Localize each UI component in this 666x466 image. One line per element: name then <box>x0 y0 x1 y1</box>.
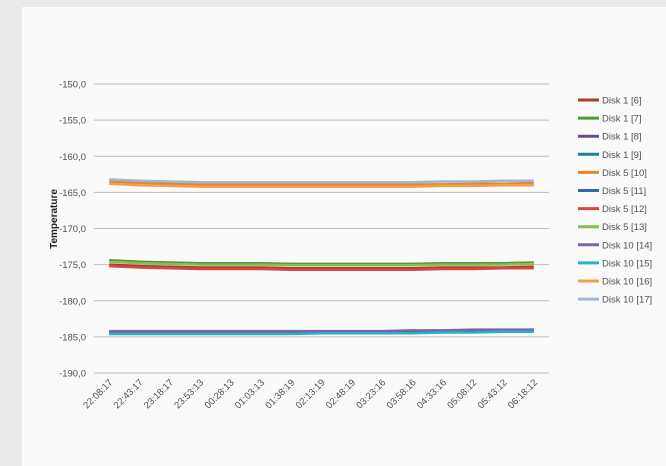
chart-panel: -150,0 -155,0 -160,0 -165,0 -170,0 -175,0 -180… <box>22 7 666 466</box>
x-tick-label: 00:28:13 <box>203 377 237 411</box>
x-tick-label: 05:43:12 <box>476 377 510 411</box>
series-line <box>109 260 534 267</box>
legend-label: Disk 1 [6] <box>602 96 642 107</box>
y-axis-title: Temperature <box>49 189 60 249</box>
x-tick-label: 01:38:19 <box>263 377 297 411</box>
y-tick-label: -175,0 <box>59 260 86 271</box>
y-tick-label: -185,0 <box>59 332 86 343</box>
x-tick-label: 01:03:13 <box>233 377 267 411</box>
x-tick-label: 06:18:12 <box>506 377 540 411</box>
y-tick-label: -160,0 <box>59 152 86 163</box>
legend-label: Disk 5 [10] <box>602 168 647 179</box>
series-line <box>109 263 534 270</box>
legend-label: Disk 10 [14] <box>602 240 652 251</box>
series-line <box>109 264 534 271</box>
legend-label: Disk 10 [16] <box>602 277 652 288</box>
legend-label: Disk 5 [11] <box>602 186 646 197</box>
series-line <box>109 178 534 184</box>
x-tick-label: 22:08:17 <box>81 377 115 411</box>
legend-label: Disk 10 [17] <box>602 295 652 306</box>
y-tick-label: -165,0 <box>59 188 86 199</box>
x-tick-label: 02:48:19 <box>324 377 358 411</box>
series-lines <box>109 178 534 336</box>
x-tick-label: 23:53:13 <box>172 377 206 411</box>
series-line <box>109 328 534 333</box>
series-line <box>109 182 534 188</box>
x-tick-label: 22:43:17 <box>112 377 146 411</box>
y-tick-label: -190,0 <box>59 369 86 380</box>
legend-label: Disk 5 [13] <box>602 222 647 233</box>
y-axis-ticks: -150,0 -155,0 -160,0 -165,0 -170,0 -175,0 -180… <box>59 80 86 380</box>
legend-label: Disk 10 [15] <box>602 258 652 269</box>
legend-label: Disk 1 [8] <box>602 132 642 143</box>
x-tick-label: 05:08:12 <box>445 377 479 411</box>
x-tick-label: 03:58:16 <box>385 377 419 411</box>
x-axis-ticks: 22:08:1722:43:1723:18:1723:53:1300:28:13… <box>81 377 540 411</box>
series-line <box>109 180 534 186</box>
legend-label: Disk 5 [12] <box>602 204 647 215</box>
legend-label: Disk 1 [9] <box>602 150 642 161</box>
y-tick-label: -180,0 <box>59 296 86 307</box>
y-tick-label: -150,0 <box>59 80 86 91</box>
x-tick-label: 03:23:16 <box>354 377 388 411</box>
legend: Disk 1 [6] Disk 1 [7] Disk 1 [8] Disk 1 [9]… <box>578 96 652 306</box>
series-line <box>109 330 534 336</box>
y-tick-label: -155,0 <box>59 116 86 127</box>
x-tick-label: 02:13:19 <box>294 377 328 411</box>
y-tick-label: -170,0 <box>59 224 86 235</box>
series-line <box>109 259 534 266</box>
legend-label: Disk 1 [7] <box>602 114 642 125</box>
line-chart: -150,0 -155,0 -160,0 -165,0 -170,0 -175,0 -180… <box>49 80 652 412</box>
x-tick-label: 04:33:16 <box>415 377 449 411</box>
x-tick-label: 23:18:17 <box>142 377 176 411</box>
